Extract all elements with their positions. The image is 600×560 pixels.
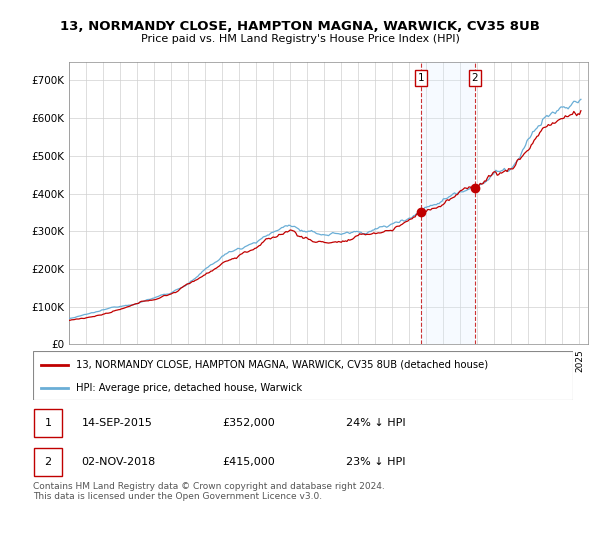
- Text: 24% ↓ HPI: 24% ↓ HPI: [346, 418, 406, 428]
- Text: 2: 2: [44, 457, 52, 467]
- Text: 13, NORMANDY CLOSE, HAMPTON MAGNA, WARWICK, CV35 8UB (detached house): 13, NORMANDY CLOSE, HAMPTON MAGNA, WARWI…: [76, 360, 488, 370]
- Bar: [34, 448, 62, 476]
- Text: 1: 1: [418, 73, 425, 83]
- Text: 13, NORMANDY CLOSE, HAMPTON MAGNA, WARWICK, CV35 8UB: 13, NORMANDY CLOSE, HAMPTON MAGNA, WARWI…: [60, 20, 540, 32]
- Text: 1: 1: [44, 418, 52, 428]
- Bar: [34, 409, 62, 437]
- Text: Price paid vs. HM Land Registry's House Price Index (HPI): Price paid vs. HM Land Registry's House …: [140, 34, 460, 44]
- Text: 14-SEP-2015: 14-SEP-2015: [82, 418, 152, 428]
- Bar: [421, 62, 475, 344]
- Text: £415,000: £415,000: [222, 457, 275, 467]
- Text: £352,000: £352,000: [222, 418, 275, 428]
- Text: 02-NOV-2018: 02-NOV-2018: [82, 457, 156, 467]
- Text: HPI: Average price, detached house, Warwick: HPI: Average price, detached house, Warw…: [76, 383, 302, 393]
- Text: 2: 2: [472, 73, 478, 83]
- Text: Contains HM Land Registry data © Crown copyright and database right 2024.
This d: Contains HM Land Registry data © Crown c…: [33, 482, 385, 501]
- Text: 23% ↓ HPI: 23% ↓ HPI: [346, 457, 406, 467]
